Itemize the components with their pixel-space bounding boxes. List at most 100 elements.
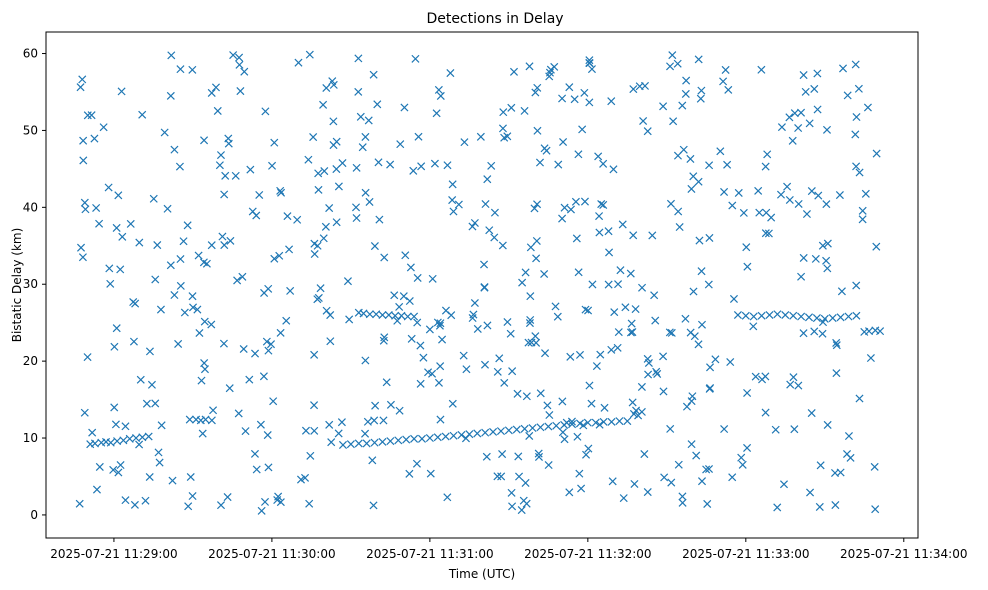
detection-point [702,465,711,474]
detection-point [135,238,144,247]
detection-point [719,77,728,86]
track-point [481,428,490,437]
detection-point [382,378,391,387]
detection-point [816,461,825,470]
detection-point [142,399,151,408]
detection-point [361,132,370,141]
detection-point [794,123,803,133]
detection-point [326,337,335,346]
y-tick-label: 30 [23,277,38,291]
detection-point [325,420,334,429]
detection-point [558,94,567,103]
x-tick-label: 2025-07-21 11:33:00 [682,547,809,561]
detection-point [393,316,402,325]
track-point [403,312,412,321]
detection-point [114,468,123,477]
detection-point [219,339,228,348]
detection-point [673,151,682,160]
track-point [528,424,537,433]
detection-point [260,497,270,506]
detection-point [358,143,367,152]
detection-point [443,161,452,170]
track-point [512,425,521,434]
detection-point [121,496,130,505]
detection-point [416,379,425,388]
detection-point [310,426,319,435]
detection-point [329,80,338,89]
detection-point [413,318,422,327]
detection-point [252,465,261,474]
detection-point [193,305,202,314]
detection-point [294,58,303,67]
detection-point [231,171,240,180]
detection-point [263,431,272,440]
detection-point [638,283,647,292]
detection-point [594,152,603,161]
detection-point [374,158,383,167]
detection-point [666,62,675,71]
track-point [465,430,474,439]
detection-point [306,451,315,460]
detection-point [607,97,616,106]
detection-point [651,316,660,325]
detection-point [666,424,675,433]
detection-point [551,302,560,311]
detection-point [855,168,864,177]
detection-point [316,284,325,293]
detection-point [345,315,354,324]
detection-point [78,253,87,262]
detection-point [176,65,185,74]
detection-point [689,287,698,296]
detection-point [141,496,150,505]
detection-point [235,53,244,62]
detection-point [509,67,519,76]
detection-point [749,322,758,331]
detection-point [78,75,87,84]
detection-point [207,88,216,97]
detection-point [354,87,363,96]
detection-point [835,191,844,200]
track-point [607,417,616,426]
detection-point [614,328,623,337]
detection-point [572,234,581,243]
detection-point [823,239,832,248]
track-point [425,434,434,443]
detection-point [480,260,489,269]
detection-point [487,161,496,170]
detection-point [90,134,99,143]
detection-point [801,87,810,96]
detection-point [687,397,696,406]
track-point [457,430,466,439]
track-point [410,434,419,443]
detection-point [305,499,314,508]
detection-point [687,440,696,449]
detection-point [666,199,675,208]
detection-point [136,375,145,384]
detection-point [790,425,799,434]
detection-point [425,325,434,334]
detection-point [763,150,772,159]
detection-point [566,352,575,361]
detection-point [221,171,230,180]
detection-point [151,399,160,408]
detection-point [462,365,471,374]
detection-point [739,208,748,217]
detection-point [211,83,221,92]
detection-point [262,337,271,346]
detection-point [109,465,118,474]
detection-point [607,345,616,354]
detection-point [526,315,535,324]
detection-point [266,340,276,349]
detection-point [531,332,540,341]
detection-point [238,272,247,281]
detection-point [534,452,544,461]
track-point [741,311,750,320]
detection-point [810,327,819,336]
detection-point [697,477,707,486]
track-point [623,417,632,426]
detection-point [304,155,313,164]
detection-point [500,133,509,142]
detection-point [310,350,319,359]
detection-point [481,200,490,209]
